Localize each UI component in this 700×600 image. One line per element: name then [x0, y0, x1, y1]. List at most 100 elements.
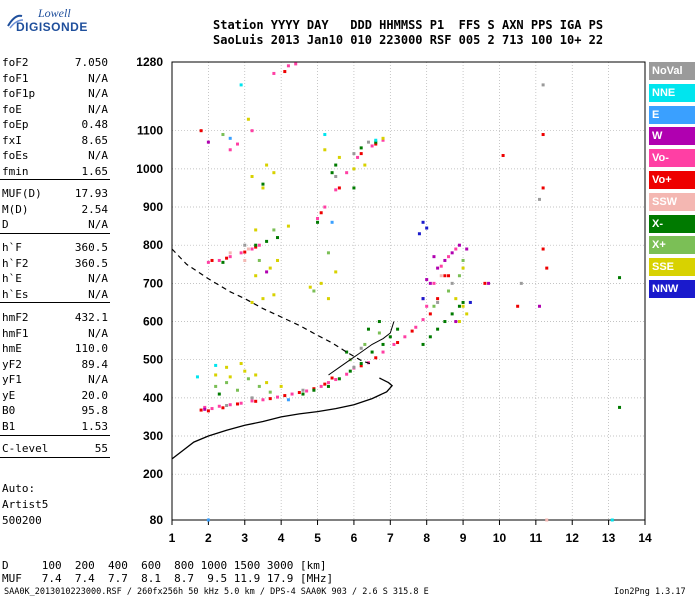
footer-version: Ion2Png 1.3.17 — [614, 587, 686, 597]
param-row-fmin: fmin 1.65 — [0, 165, 110, 181]
data-point-x- — [618, 276, 622, 280]
legend-item-e: E — [649, 105, 695, 124]
data-point-vo- — [432, 281, 436, 285]
param-row-m-d-: M(D) 2.54 — [0, 203, 110, 219]
data-point-vo- — [323, 205, 327, 209]
param-value: N/A — [88, 272, 108, 285]
data-point-vo- — [447, 255, 451, 259]
data-point-vo- — [283, 70, 287, 74]
param-row-ye: yE 20.0 — [0, 389, 110, 405]
trace-curve — [328, 321, 395, 376]
data-point-sse — [239, 362, 243, 366]
param-value: N/A — [88, 287, 108, 301]
data-point-x- — [363, 342, 367, 346]
data-point-sse — [276, 258, 280, 262]
y-tick-label: 80 — [150, 513, 164, 527]
param-value: N/A — [88, 149, 108, 162]
data-point-sse — [265, 381, 269, 385]
data-point-noval — [352, 152, 356, 156]
data-point-x- — [461, 258, 465, 262]
data-point-x- — [457, 304, 461, 308]
data-point-sse — [337, 155, 341, 159]
data-point-e — [228, 136, 232, 140]
data-point-vo- — [410, 329, 414, 333]
legend-item-nnw: NNW — [649, 279, 695, 298]
param-row-fof1: foF1 N/A — [0, 72, 110, 88]
data-point-vo- — [286, 64, 290, 68]
legend-item-ssw: SSW — [649, 192, 695, 211]
data-point-vo- — [276, 395, 280, 399]
data-point-ssw — [243, 258, 247, 262]
param-row-b0: B0 95.8 — [0, 404, 110, 420]
data-point-x- — [396, 327, 400, 331]
data-point-sse — [334, 270, 338, 274]
data-point-vo- — [516, 304, 520, 308]
param-value: 7.050 — [74, 56, 108, 69]
data-point-w — [457, 243, 461, 247]
panel-divider — [0, 435, 110, 436]
data-point-noval — [352, 365, 356, 369]
data-point-ssw — [246, 247, 250, 251]
data-point-vo- — [396, 341, 400, 345]
data-point-vo- — [235, 142, 239, 146]
data-point-vo- — [436, 297, 440, 301]
data-point-sse — [261, 186, 265, 190]
data-point-vo- — [421, 318, 425, 322]
data-point-sse — [250, 175, 254, 178]
data-point-vo- — [228, 403, 232, 407]
data-point-x- — [618, 405, 622, 409]
param-value: 95.8 — [81, 404, 109, 417]
data-point-vo- — [443, 274, 447, 278]
data-point-vo- — [483, 281, 487, 285]
data-point-sse — [286, 224, 290, 228]
data-point-vo- — [541, 133, 545, 137]
data-point-vo- — [323, 382, 327, 386]
data-point-vo- — [254, 399, 258, 403]
data-point-vo- — [454, 247, 458, 251]
data-point-noval — [450, 281, 454, 285]
model-profile-dashed-curve — [171, 248, 373, 365]
data-point-x- — [432, 304, 436, 308]
data-point-sse — [326, 297, 330, 301]
data-point-x- — [217, 392, 221, 396]
param-row-h-e: h`E N/A — [0, 272, 110, 288]
data-point-vo- — [225, 256, 229, 260]
panel-divider — [0, 457, 110, 458]
data-point-noval — [519, 281, 523, 285]
data-point-x- — [254, 243, 258, 247]
data-point-vo- — [203, 405, 207, 409]
data-point-w — [425, 278, 429, 282]
param-value: 0.48 — [81, 118, 109, 131]
auto-line-2: Artist5 — [2, 498, 49, 511]
param-value: 432.1 — [74, 311, 108, 324]
data-point-x- — [450, 312, 454, 316]
data-point-vo- — [501, 154, 505, 158]
data-point-x- — [312, 289, 316, 293]
data-point-vo- — [428, 312, 432, 316]
data-point-vo- — [392, 342, 396, 346]
param-key: yF2 — [2, 357, 22, 371]
data-point-sse — [461, 266, 465, 270]
data-point-x- — [257, 258, 261, 262]
param-row-c-level: C-level 55 — [0, 442, 110, 458]
data-point-x- — [221, 133, 225, 137]
param-row-h-es: h`Es N/A — [0, 288, 110, 304]
data-point-vo- — [541, 247, 545, 251]
x-tick-label: 4 — [278, 531, 285, 545]
auto-line-3: 500200 — [2, 514, 42, 527]
data-point-vo- — [312, 387, 316, 391]
data-point-vo- — [345, 171, 349, 175]
data-point-x- — [381, 342, 385, 346]
param-row-foes: foEs N/A — [0, 149, 110, 165]
data-point-x- — [246, 377, 250, 381]
header-row-1: Station YYYY DAY DDD HHMMSS P1 FFS S AXN… — [213, 18, 604, 32]
param-key: h`F2 — [2, 256, 29, 270]
param-value: N/A — [88, 326, 108, 340]
data-point-nne — [374, 138, 378, 142]
data-point-x- — [337, 377, 341, 381]
x-tick-label: 14 — [638, 531, 652, 545]
data-point-vo- — [199, 408, 203, 412]
data-point-vo- — [319, 211, 323, 215]
data-point-x- — [225, 381, 229, 385]
legend-item-vo-: Vo+ — [649, 170, 695, 189]
